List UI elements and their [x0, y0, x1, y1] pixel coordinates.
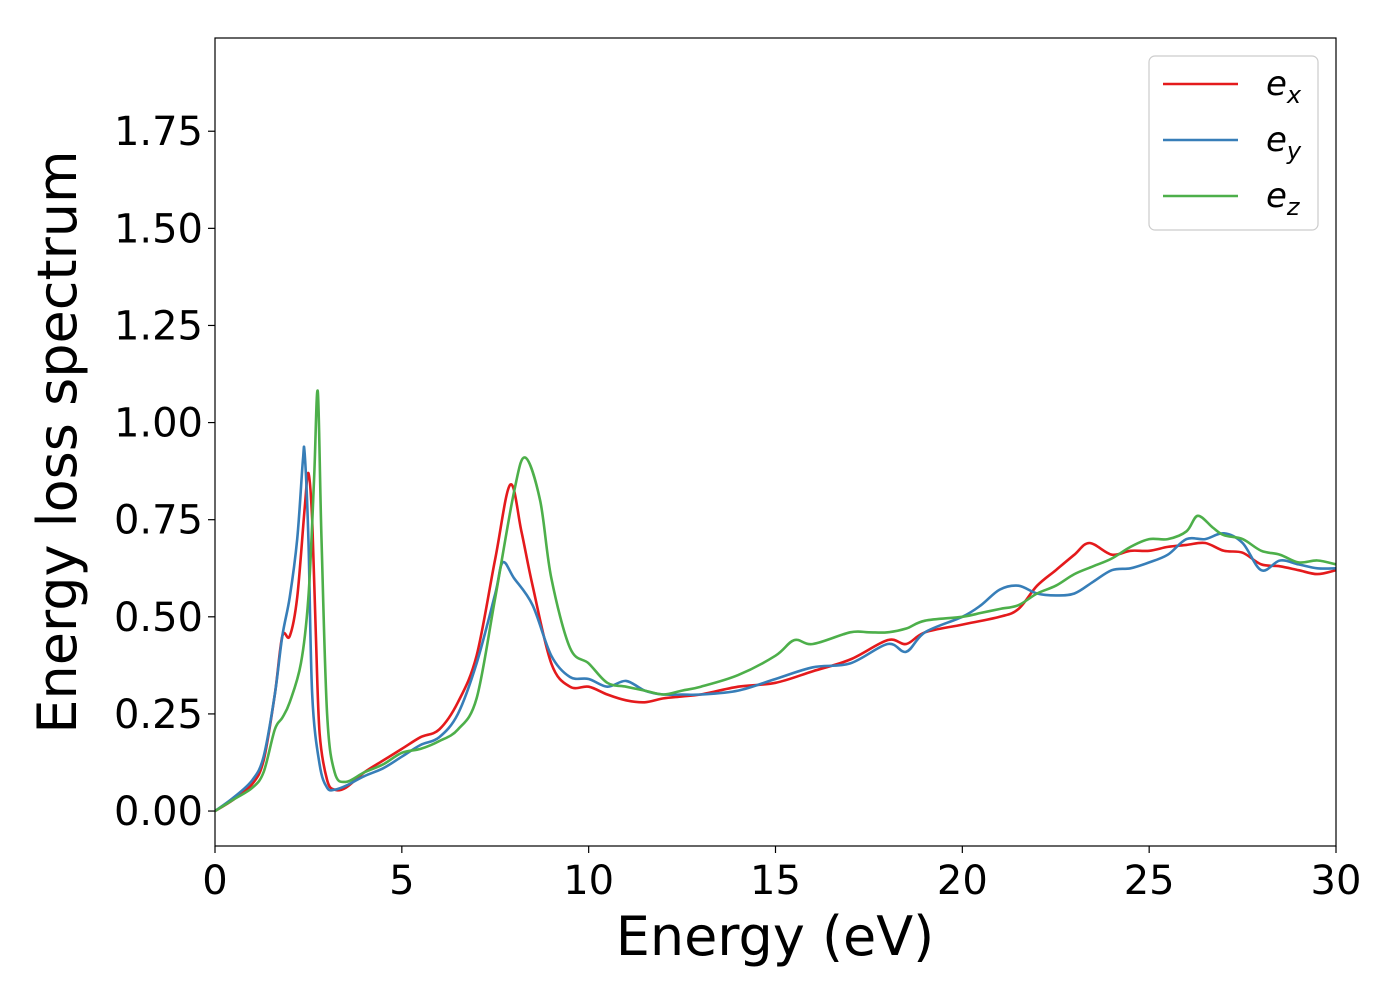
x-tick-label: 10	[563, 858, 614, 904]
legend-label-e_x: ex	[1266, 64, 1302, 109]
x-tick-label: 30	[1311, 858, 1362, 904]
x-tick-label: 5	[389, 858, 414, 904]
y-tick-label: 1.00	[114, 401, 203, 447]
y-tick-label: 0.50	[114, 595, 203, 641]
x-tick-label: 0	[202, 858, 227, 904]
y-tick-label: 0.25	[114, 692, 203, 738]
x-axis-title: Energy (eV)	[616, 905, 935, 968]
series-layer	[215, 389, 1336, 813]
y-tick-label: 1.75	[114, 109, 203, 155]
x-tick-label: 20	[937, 858, 988, 904]
legend: ex ey ez	[1148, 55, 1319, 231]
y-tick-label: 0.75	[114, 498, 203, 544]
x-tick-label: 25	[1124, 858, 1175, 904]
legend-label-e_z: ez	[1266, 176, 1301, 221]
y-tick-label: 1.25	[114, 303, 203, 349]
legend-box	[1148, 55, 1319, 231]
y-axis: 0.00 0.25 0.50 0.75 1.00 1.25 1.50 1.75	[114, 109, 215, 835]
y-tick-label: 0.00	[114, 789, 203, 835]
y-tick-label: 1.50	[114, 206, 203, 252]
x-tick-label: 15	[750, 858, 801, 904]
legend-label-e_y: ey	[1266, 120, 1302, 165]
x-axis: 0 5 10 15 20 25 30	[202, 846, 1361, 904]
y-axis-title: Energy loss spectrum	[26, 150, 89, 733]
series-line-e_z	[215, 389, 1336, 813]
